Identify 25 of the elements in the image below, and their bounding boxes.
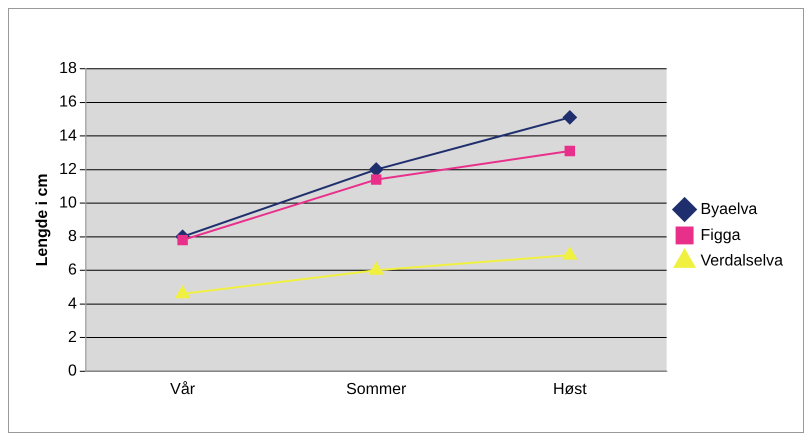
y-tick-label: 14 — [59, 127, 77, 144]
y-axis-title: Lengde i cm — [34, 173, 51, 266]
y-tick-label: 12 — [59, 160, 77, 178]
x-tick-label: Sommer — [346, 381, 408, 398]
y-tick-label: 18 — [59, 60, 77, 78]
legend-label: Figga — [700, 226, 741, 244]
point — [177, 234, 188, 246]
x-tick-label: Vår — [170, 381, 196, 398]
y-tick-label: 0 — [68, 362, 77, 380]
point — [562, 110, 577, 124]
x-tick-label: Høst — [552, 381, 588, 398]
point — [369, 162, 384, 176]
y-tick-label: 2 — [68, 328, 77, 346]
point — [370, 174, 382, 185]
y-tick-label: 16 — [59, 94, 77, 111]
point — [176, 286, 190, 298]
legend-label: Byaelva — [700, 200, 758, 218]
y-tick-label: 8 — [68, 228, 77, 246]
point — [564, 146, 576, 156]
y-tick-label: 6 — [68, 262, 77, 279]
point — [562, 247, 577, 260]
y-tick-label: 10 — [59, 194, 77, 212]
legend-label: Verdalselva — [700, 252, 784, 270]
y-tick-label: 4 — [68, 295, 77, 312]
point — [369, 262, 384, 275]
